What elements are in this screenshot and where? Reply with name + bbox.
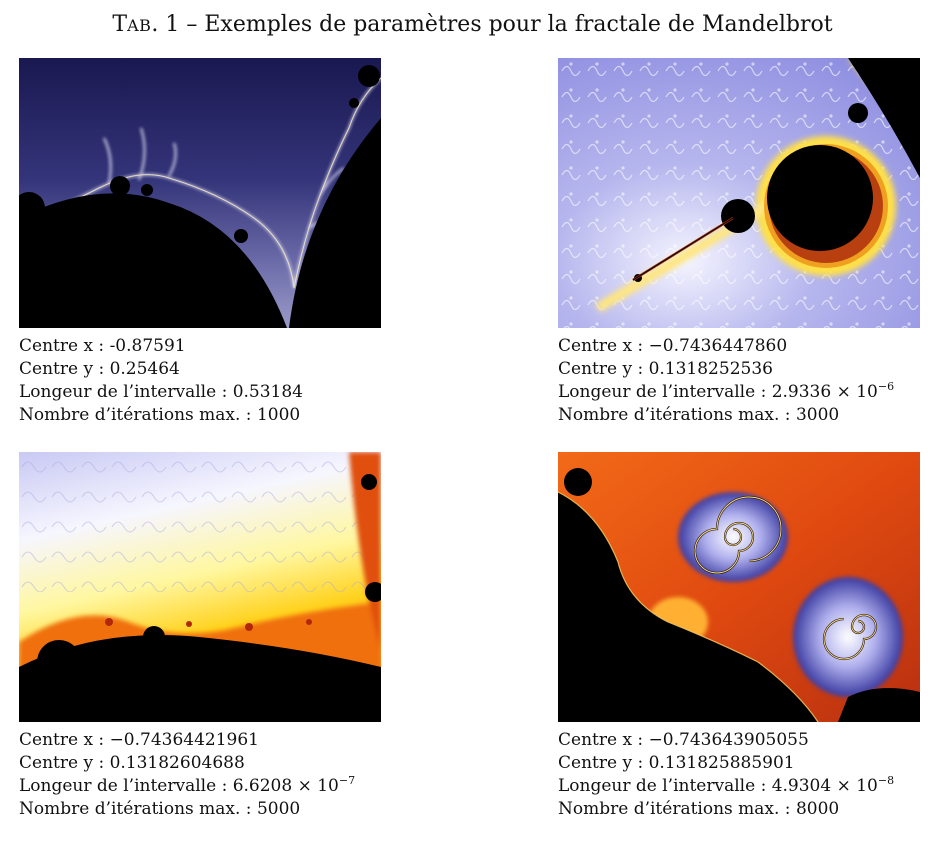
interval-length-row: Longeur de l’intervalle : 2.9336 × 10−6 bbox=[558, 381, 920, 404]
fractal-panel-4: Centre x : −0.743643905055 Centre y : 0.… bbox=[558, 452, 920, 821]
center-y-row: Centre y : 0.131825885901 bbox=[558, 752, 920, 775]
caption-tab-smallcaps: AB bbox=[127, 16, 152, 35]
fractal-panel-3: Centre x : −0.74364421961 Centre y : 0.1… bbox=[19, 452, 381, 821]
center-y-label: Centre y : bbox=[558, 753, 649, 773]
center-y-label: Centre y : bbox=[558, 359, 649, 379]
center-y-row: Centre y : 0.1318252536 bbox=[558, 358, 920, 381]
center-x-row: Centre x : −0.7436447860 bbox=[558, 335, 920, 358]
center-y-label: Centre y : bbox=[19, 753, 110, 773]
center-x-row: Centre x : -0.87591 bbox=[19, 335, 381, 358]
center-y-value: 0.131825885901 bbox=[648, 753, 795, 773]
interval-length-exponent: −6 bbox=[877, 380, 895, 393]
center-y-value: 0.25464 bbox=[109, 359, 180, 379]
max-iterations-value: 1000 bbox=[256, 405, 301, 425]
interval-length-value: 0.53184 bbox=[232, 382, 304, 402]
center-x-label: Centre x : bbox=[19, 730, 110, 750]
max-iterations-row: Nombre d’itérations max. : 3000 bbox=[558, 404, 920, 427]
max-iterations-label: Nombre d’itérations max. : bbox=[558, 405, 796, 425]
max-iterations-row: Nombre d’itérations max. : 5000 bbox=[19, 798, 381, 821]
center-x-row: Centre x : −0.743643905055 bbox=[558, 729, 920, 752]
max-iterations-label: Nombre d’itérations max. : bbox=[558, 799, 796, 819]
max-iterations-row: Nombre d’itérations max. : 1000 bbox=[19, 404, 381, 427]
center-y-row: Centre y : 0.25464 bbox=[19, 358, 381, 381]
max-iterations-value: 3000 bbox=[795, 405, 840, 425]
center-y-value: 0.13182604688 bbox=[109, 753, 245, 773]
center-x-value: −0.743643905055 bbox=[648, 730, 809, 750]
fractal-panel-2: Centre x : −0.7436447860 Centre y : 0.13… bbox=[558, 58, 920, 427]
interval-length-label: Longeur de l’intervalle : bbox=[19, 776, 233, 796]
interval-length-row: Longeur de l’intervalle : 0.53184 bbox=[19, 381, 381, 404]
max-iterations-value: 8000 bbox=[795, 799, 840, 819]
fractal-panel-1: Centre x : -0.87591 Centre y : 0.25464 L… bbox=[19, 58, 381, 427]
interval-length-label: Longeur de l’intervalle : bbox=[19, 382, 233, 402]
max-iterations-value: 5000 bbox=[256, 799, 301, 819]
fractal-image-3 bbox=[19, 452, 381, 722]
interval-length-value: 6.6208 × 10 bbox=[232, 776, 339, 796]
max-iterations-label: Nombre d’itérations max. : bbox=[19, 799, 257, 819]
center-x-label: Centre x : bbox=[558, 336, 649, 356]
interval-length-row: Longeur de l’intervalle : 6.6208 × 10−7 bbox=[19, 775, 381, 798]
interval-length-label: Longeur de l’intervalle : bbox=[558, 382, 772, 402]
interval-length-value: 4.9304 × 10 bbox=[771, 776, 878, 796]
center-y-value: 0.1318252536 bbox=[648, 359, 773, 379]
center-x-value: −0.7436447860 bbox=[648, 336, 788, 356]
interval-length-exponent: −8 bbox=[877, 774, 895, 787]
fractal-image-1 bbox=[19, 58, 381, 328]
center-x-value: −0.74364421961 bbox=[109, 730, 260, 750]
center-x-row: Centre x : −0.74364421961 bbox=[19, 729, 381, 752]
center-y-label: Centre y : bbox=[19, 359, 110, 379]
caption-text: . 1 – Exemples de paramètres pour la fra… bbox=[151, 12, 833, 37]
fractal-image-4 bbox=[558, 452, 920, 722]
center-y-row: Centre y : 0.13182604688 bbox=[19, 752, 381, 775]
parameters-1: Centre x : -0.87591 Centre y : 0.25464 L… bbox=[19, 335, 381, 427]
interval-length-exponent: −7 bbox=[338, 774, 356, 787]
parameters-2: Centre x : −0.7436447860 Centre y : 0.13… bbox=[558, 335, 920, 427]
fractal-image-2 bbox=[558, 58, 920, 328]
center-x-label: Centre x : bbox=[558, 730, 649, 750]
center-x-label: Centre x : bbox=[19, 336, 110, 356]
interval-length-row: Longeur de l’intervalle : 4.9304 × 10−8 bbox=[558, 775, 920, 798]
max-iterations-label: Nombre d’itérations max. : bbox=[19, 405, 257, 425]
table-caption: TAB. 1 – Exemples de paramètres pour la … bbox=[0, 10, 945, 41]
interval-length-label: Longeur de l’intervalle : bbox=[558, 776, 772, 796]
center-x-value: -0.87591 bbox=[109, 336, 186, 356]
interval-length-value: 2.9336 × 10 bbox=[771, 382, 878, 402]
caption-tab-initial: T bbox=[112, 12, 128, 37]
parameters-3: Centre x : −0.74364421961 Centre y : 0.1… bbox=[19, 729, 381, 821]
max-iterations-row: Nombre d’itérations max. : 8000 bbox=[558, 798, 920, 821]
parameters-4: Centre x : −0.743643905055 Centre y : 0.… bbox=[558, 729, 920, 821]
